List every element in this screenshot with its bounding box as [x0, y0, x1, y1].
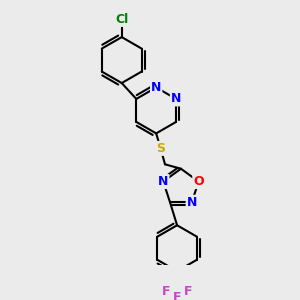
Text: S: S [156, 142, 165, 155]
Text: N: N [171, 92, 181, 105]
Text: F: F [173, 291, 181, 300]
Text: N: N [151, 81, 161, 94]
Text: F: F [184, 285, 192, 298]
Text: O: O [193, 175, 204, 188]
Text: Cl: Cl [115, 13, 128, 26]
Text: N: N [187, 196, 197, 209]
Text: N: N [158, 175, 169, 188]
Text: F: F [162, 285, 171, 298]
